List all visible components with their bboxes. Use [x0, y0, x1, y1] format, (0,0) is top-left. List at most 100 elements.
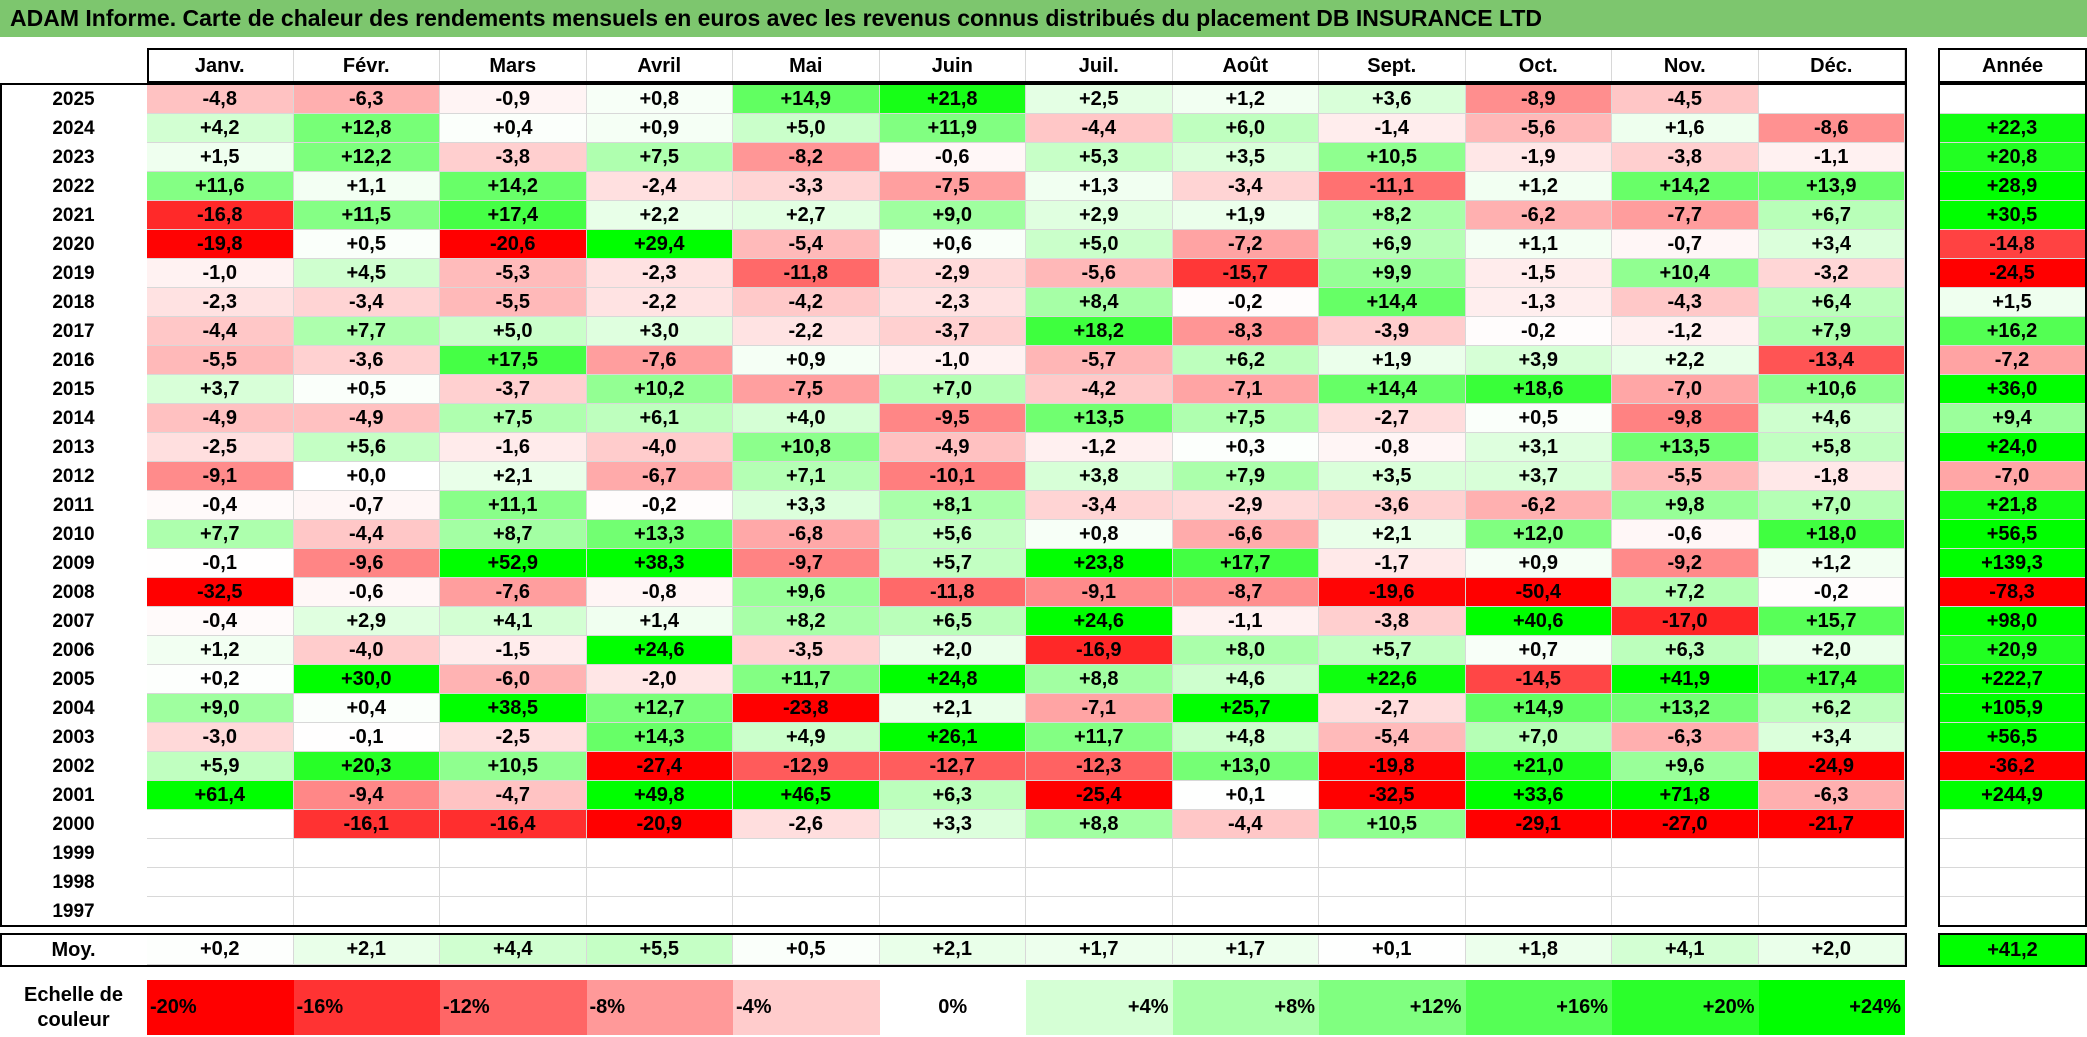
- heatmap-cell: -3,4: [1172, 172, 1319, 201]
- heatmap-cell: -9,8: [1612, 404, 1759, 433]
- heatmap-cell: +5,6: [293, 433, 440, 462]
- heatmap-cell: -2,5: [440, 723, 587, 752]
- annual-cell: -78,3: [1938, 578, 2087, 607]
- heatmap-cell: [1758, 868, 1905, 897]
- annual-cell: [1938, 868, 2087, 897]
- heatmap-cell: -20,9: [586, 810, 733, 839]
- heatmap-cell: +0,9: [733, 346, 880, 375]
- heatmap-cell: -6,2: [1465, 491, 1612, 520]
- heatmap-cell: -0,8: [1319, 433, 1466, 462]
- heatmap-cell: +23,8: [1026, 549, 1173, 578]
- heatmap-cell: +41,9: [1612, 665, 1759, 694]
- heatmap-cell: +17,4: [440, 201, 587, 230]
- scale-swatch: 0%: [879, 980, 1026, 1035]
- heatmap-cell: [1172, 868, 1319, 897]
- heatmap-cell: -5,4: [1319, 723, 1466, 752]
- heatmap-cell: -3,7: [440, 375, 587, 404]
- heatmap-cell: -50,4: [1465, 578, 1612, 607]
- heatmap-cell: -9,5: [879, 404, 1026, 433]
- heatmap-cell: -11,8: [733, 259, 880, 288]
- heatmap-cell: -3,8: [1319, 607, 1466, 636]
- heatmap-cell: -1,8: [1758, 462, 1905, 491]
- heatmap-cell: +2,9: [1026, 201, 1173, 230]
- heatmap-cell: +10,8: [733, 433, 880, 462]
- heatmap-cell: +2,1: [879, 694, 1026, 723]
- month-header: Juil.: [1026, 50, 1173, 83]
- scale-swatch: -20%: [147, 980, 294, 1035]
- heatmap-cell: [1758, 897, 1905, 926]
- year-label: 2023: [0, 143, 147, 172]
- heatmap-cell: +2,1: [1319, 520, 1466, 549]
- heatmap-cell: -32,5: [147, 578, 294, 607]
- heatmap-cell: +18,2: [1026, 317, 1173, 346]
- heatmap-cell: [147, 839, 294, 868]
- heatmap-cell: -1,5: [1465, 259, 1612, 288]
- heatmap-cell: +13,0: [1172, 752, 1319, 781]
- scale-swatch: +4%: [1026, 980, 1173, 1035]
- heatmap-cell: -0,1: [147, 549, 294, 578]
- heatmap-cell: +11,7: [733, 665, 880, 694]
- heatmap-cell: +14,9: [733, 85, 880, 114]
- annual-cell: +9,4: [1938, 404, 2087, 433]
- heatmap-cell: +1,9: [1172, 201, 1319, 230]
- heatmap-cell: -6,3: [293, 85, 440, 114]
- annual-cell: -24,5: [1938, 259, 2087, 288]
- heatmap-cell: +7,7: [293, 317, 440, 346]
- heatmap-cell: [1465, 897, 1612, 926]
- heatmap-cell: -4,4: [147, 317, 294, 346]
- heatmap-cell: +4,2: [147, 114, 294, 143]
- year-label: 2002: [0, 752, 147, 781]
- heatmap-cell: -27,4: [586, 752, 733, 781]
- heatmap-cell: +4,9: [733, 723, 880, 752]
- heatmap-cell: +46,5: [733, 781, 880, 810]
- heatmap-cell: [1612, 897, 1759, 926]
- heatmap-cell: +3,5: [1172, 143, 1319, 172]
- heatmap-cell: +25,7: [1172, 694, 1319, 723]
- heatmap-cell: -17,0: [1612, 607, 1759, 636]
- heatmap-cell: -5,6: [1026, 259, 1173, 288]
- heatmap-cell: -3,8: [440, 143, 587, 172]
- heatmap-cell: -5,6: [1465, 114, 1612, 143]
- heatmap-cell: +12,8: [293, 114, 440, 143]
- heatmap-cell: +1,2: [147, 636, 294, 665]
- heatmap-cell: -5,4: [733, 230, 880, 259]
- heatmap-cell: -0,1: [293, 723, 440, 752]
- year-label: 2016: [0, 346, 147, 375]
- average-cell: +5,5: [586, 935, 733, 965]
- heatmap-cell: -4,2: [733, 288, 880, 317]
- heatmap-cell: -1,1: [1758, 143, 1905, 172]
- heatmap-cell: -0,2: [1758, 578, 1905, 607]
- average-cell: +2,0: [1758, 935, 1905, 965]
- heatmap-cell: +11,5: [293, 201, 440, 230]
- scale-swatch: -4%: [733, 980, 880, 1035]
- heatmap-cell: -6,7: [586, 462, 733, 491]
- heatmap-cell: +8,7: [440, 520, 587, 549]
- heatmap-cell: -2,7: [1319, 694, 1466, 723]
- heatmap-cell: [1026, 868, 1173, 897]
- month-header: Mars: [440, 50, 587, 83]
- report-title: ADAM Informe. Carte de chaleur des rende…: [0, 0, 2087, 37]
- heatmap-cell: -4,2: [1026, 375, 1173, 404]
- heatmap-cell: +24,8: [879, 665, 1026, 694]
- heatmap-cell: [1319, 839, 1466, 868]
- heatmap-cell: +4,1: [440, 607, 587, 636]
- year-label: 2024: [0, 114, 147, 143]
- scale-swatch: +12%: [1319, 980, 1466, 1035]
- heatmap-cell: +2,0: [1758, 636, 1905, 665]
- month-header: Déc.: [1758, 50, 1905, 83]
- scale-swatch: +24%: [1758, 980, 1905, 1035]
- average-cell: +4,1: [1612, 935, 1759, 965]
- heatmap-cell: [733, 897, 880, 926]
- heatmap-cell: +1,9: [1319, 346, 1466, 375]
- heatmap-cell: +14,9: [1465, 694, 1612, 723]
- year-label: 2004: [0, 694, 147, 723]
- heatmap-cell: +5,0: [733, 114, 880, 143]
- average-cell: +0,2: [147, 935, 294, 965]
- heatmap-cell: +3,4: [1758, 230, 1905, 259]
- month-header: Sept.: [1319, 50, 1466, 83]
- year-label: 2015: [0, 375, 147, 404]
- heatmap-cell: -4,7: [440, 781, 587, 810]
- heatmap-cell: -8,6: [1758, 114, 1905, 143]
- heatmap-cell: -9,7: [733, 549, 880, 578]
- heatmap-cell: +10,4: [1612, 259, 1759, 288]
